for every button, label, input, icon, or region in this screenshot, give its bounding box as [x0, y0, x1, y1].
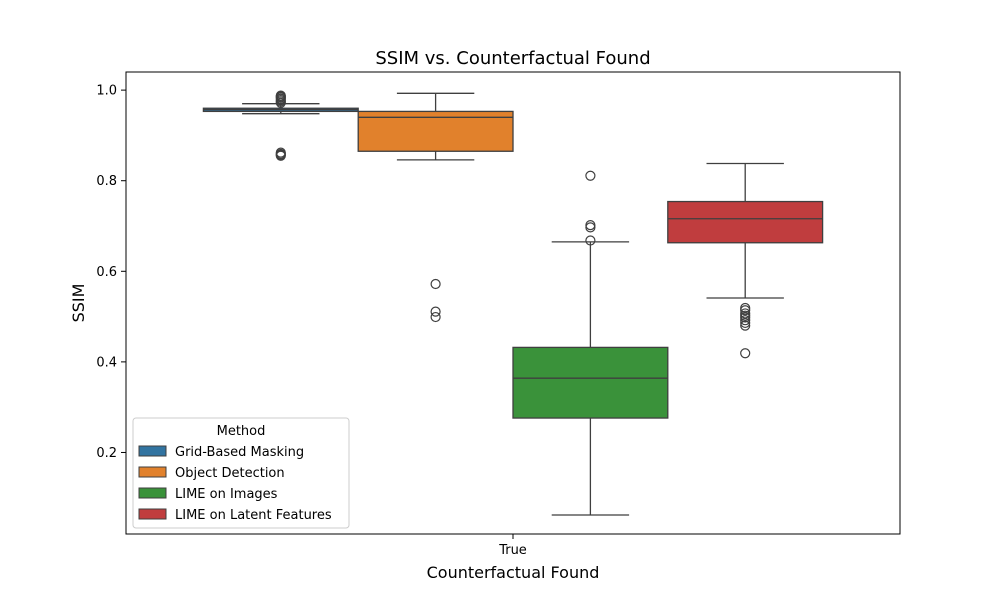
legend-entry: Object Detection — [175, 466, 285, 481]
outlier-point — [275, 97, 286, 108]
legend-title: Method — [217, 424, 266, 439]
outlier-point — [740, 317, 751, 329]
legend-swatch — [138, 445, 167, 457]
outlier-point — [740, 320, 751, 331]
legend-frame — [132, 417, 350, 529]
x-axis: True — [498, 534, 527, 558]
outlier-point — [585, 235, 596, 246]
y-axis: 0.2 0.4 0.6 0.8 1.0 — [96, 84, 126, 461]
outlier-point — [585, 219, 596, 231]
outlier-point — [430, 306, 441, 317]
outlier-point — [740, 348, 751, 359]
x-tick-label: True — [498, 543, 527, 558]
legend: Method Grid-Based Masking Object Detection… — [132, 417, 350, 529]
box — [667, 200, 824, 244]
outlier-point — [275, 150, 286, 161]
legend-swatch — [138, 466, 167, 478]
outlier-point — [585, 222, 596, 233]
outlier-point — [740, 315, 751, 326]
box — [512, 346, 669, 419]
outlier-point — [585, 170, 596, 181]
legend-entry: LIME on Latent Features — [175, 508, 332, 523]
outlier-point — [430, 278, 441, 290]
y-tick-label: 1.0 — [96, 84, 117, 99]
y-tick-label: 0.6 — [96, 265, 117, 280]
chart-title: SSIM vs. Counterfactual Found — [375, 48, 650, 69]
legend-entry: LIME on Images — [175, 487, 278, 502]
outlier-point — [740, 312, 751, 323]
plot-area — [202, 90, 824, 516]
legend-swatch — [138, 508, 167, 520]
legend-entry: Grid-Based Masking — [175, 445, 304, 460]
y-tick-label: 0.4 — [96, 355, 117, 370]
outlier-point — [740, 305, 751, 316]
outlier-point — [430, 311, 441, 323]
outlier-point — [275, 90, 286, 101]
y-axis-label: SSIM — [69, 284, 88, 323]
y-tick-label: 0.2 — [96, 446, 117, 461]
x-axis-label: Counterfactual Found — [427, 563, 600, 582]
legend-swatch — [138, 487, 167, 499]
box — [357, 110, 514, 152]
y-tick-label: 0.8 — [96, 174, 117, 189]
